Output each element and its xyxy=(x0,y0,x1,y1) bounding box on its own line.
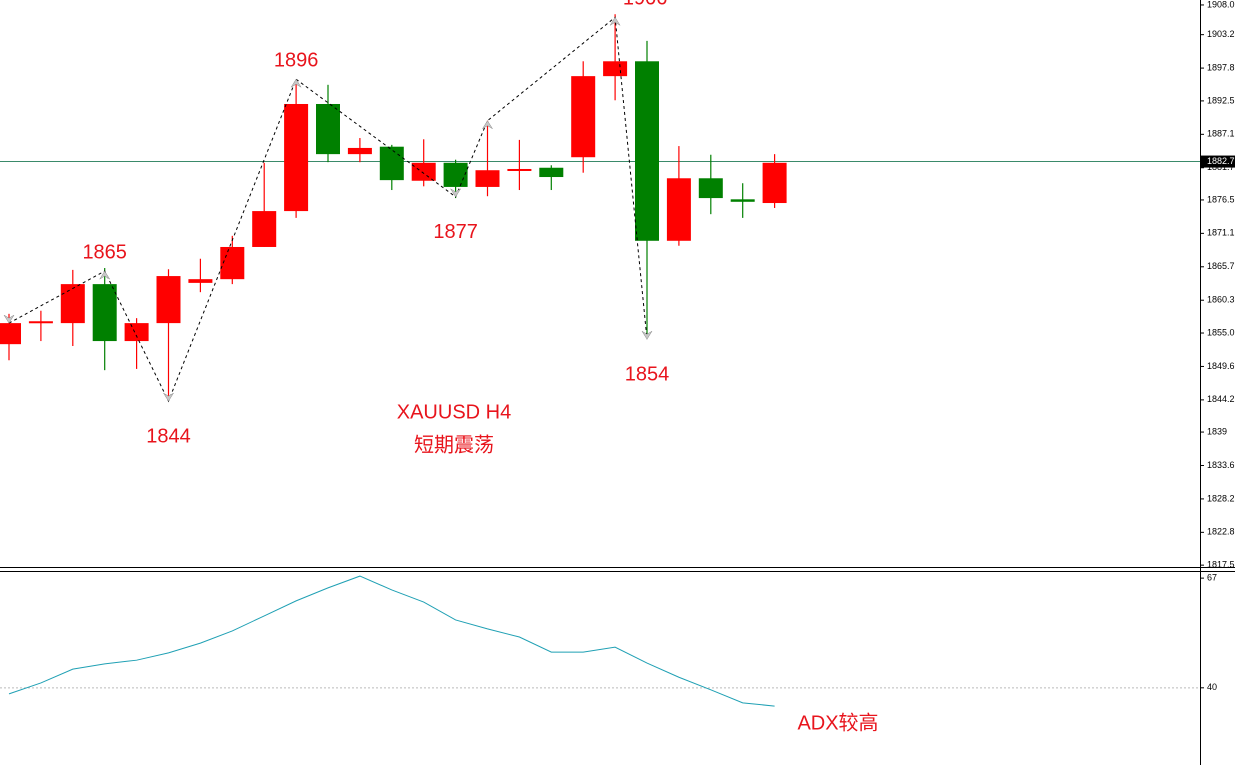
candle-body xyxy=(347,147,372,155)
zigzag-label: 1865 xyxy=(82,241,127,263)
y-tick-label: 1908.0 xyxy=(1207,0,1235,9)
zigzag-label: 1906 xyxy=(623,0,668,10)
zigzag-label: 1854 xyxy=(625,363,670,385)
candle-body xyxy=(124,323,149,342)
candle-body xyxy=(188,279,213,283)
last-price-label: 1882.7 xyxy=(1207,156,1235,166)
y-tick-label: 1822.8 xyxy=(1207,527,1235,537)
candle-body xyxy=(603,61,628,77)
candle-body xyxy=(507,168,532,171)
zigzag-arrow xyxy=(609,16,621,26)
y-tick-label: 1844.2 xyxy=(1207,394,1235,404)
y-tick-label: 1876.5 xyxy=(1207,194,1235,204)
y-tick-label: 1839 xyxy=(1207,426,1227,436)
y-tick-label: 1892.5 xyxy=(1207,95,1235,105)
chart-title: XAUUSD H4 xyxy=(397,401,511,423)
y-tick-label: 1855.0 xyxy=(1207,327,1235,337)
y-tick-label: 1903.2 xyxy=(1207,29,1235,39)
candle-body xyxy=(220,246,245,280)
y-tick-label: 1849.6 xyxy=(1207,361,1235,371)
y-tick-label: 67 xyxy=(1207,573,1217,583)
candle-body xyxy=(666,178,691,241)
candle-body xyxy=(411,162,436,181)
candle-body xyxy=(0,323,21,345)
y-tick-label: 40 xyxy=(1207,682,1217,692)
zigzag-arrow xyxy=(163,392,174,402)
candle-body xyxy=(730,199,755,202)
y-tick-label: 1860.3 xyxy=(1207,295,1235,305)
candle-body xyxy=(635,61,659,241)
zigzag-arrow xyxy=(641,330,653,340)
zigzag-arrow xyxy=(99,270,110,280)
candle-body xyxy=(539,167,564,178)
zigzag-arrow xyxy=(3,314,15,324)
candle-body xyxy=(698,178,723,199)
y-tick-label: 1865.7 xyxy=(1207,261,1235,271)
zigzag-label: 1844 xyxy=(146,425,191,447)
candle-body xyxy=(92,284,117,342)
candle-body xyxy=(316,103,340,155)
candle-body xyxy=(762,162,787,204)
candle-body xyxy=(252,211,277,247)
zigzag-arrow xyxy=(482,120,493,129)
adx-line xyxy=(8,575,775,707)
candle-body xyxy=(443,162,468,187)
zigzag-arrow xyxy=(290,78,302,88)
chart-subtitle: 短期震荡 xyxy=(414,433,494,456)
y-tick-label: 1887.1 xyxy=(1207,129,1235,139)
zigzag-label: 1896 xyxy=(274,50,319,72)
candle-body xyxy=(60,284,85,324)
y-tick-label: 1817.5 xyxy=(1207,560,1235,570)
zigzag-arrow xyxy=(450,188,461,198)
candle-body xyxy=(28,321,53,324)
y-tick-label: 1871.1 xyxy=(1207,228,1235,238)
zigzag-label: 1877 xyxy=(433,221,478,243)
candle-body xyxy=(156,276,181,324)
candle-body xyxy=(571,76,596,158)
y-tick-label: 1828.2 xyxy=(1207,493,1235,503)
candle-body xyxy=(284,103,309,212)
candle-body xyxy=(379,146,404,181)
y-tick-label: 1833.6 xyxy=(1207,460,1235,470)
zigzag-line xyxy=(8,16,648,403)
candle-body xyxy=(475,170,500,187)
y-tick-label: 1897.8 xyxy=(1207,62,1235,72)
annotation: ADX较高 xyxy=(797,711,878,734)
last-price-box xyxy=(1201,155,1235,168)
